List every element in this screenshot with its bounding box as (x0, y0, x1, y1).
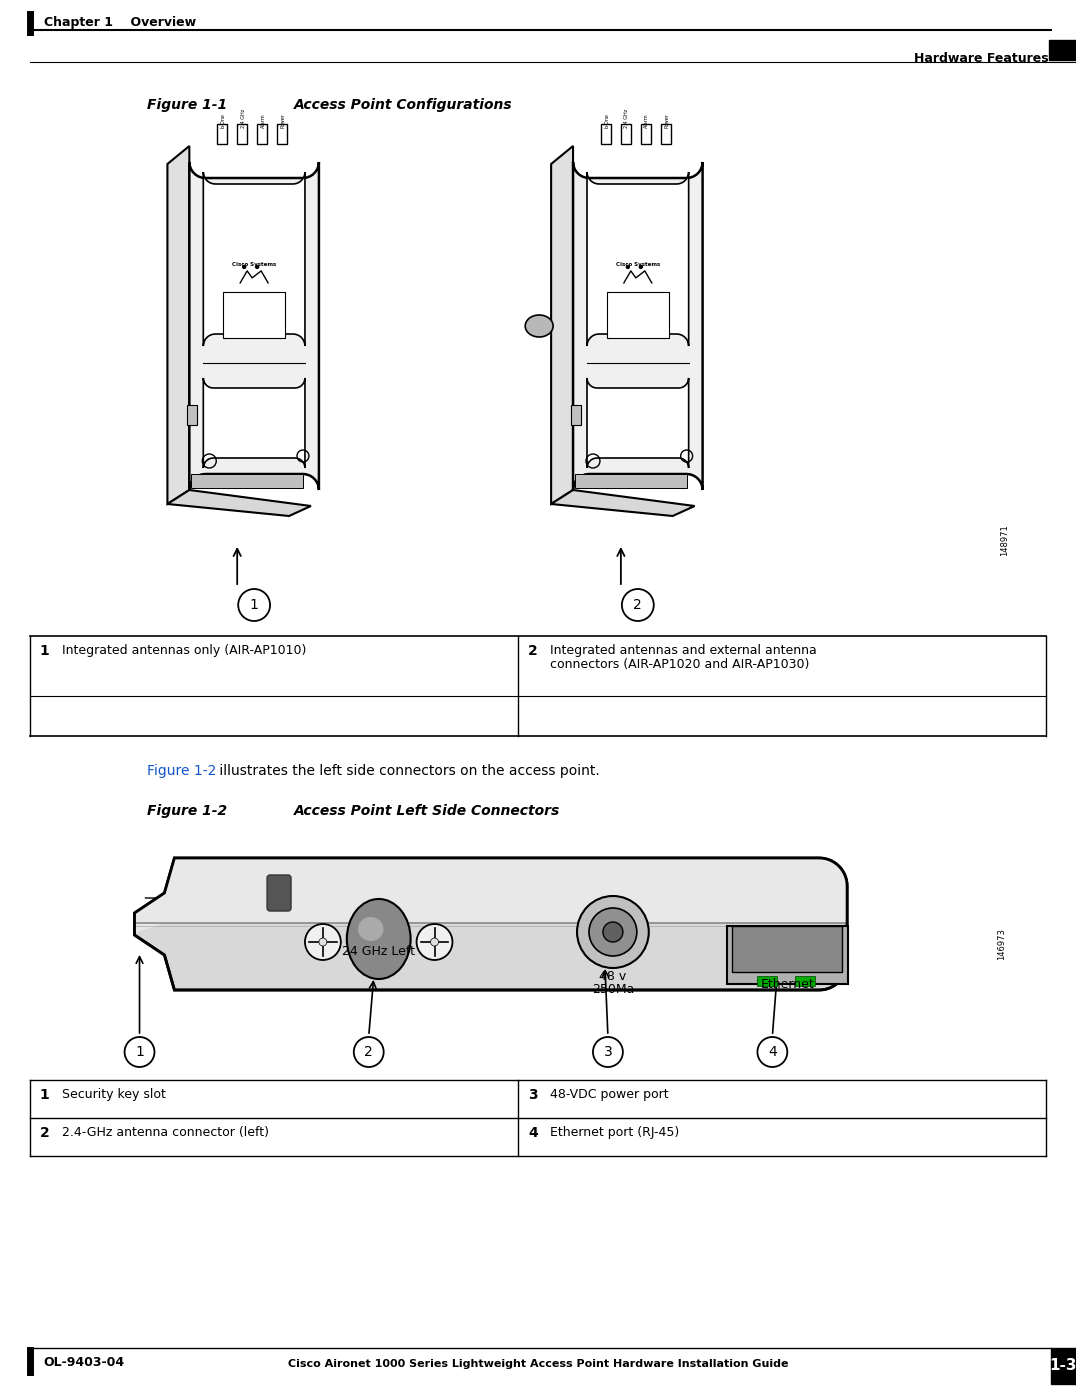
Ellipse shape (347, 900, 410, 979)
Circle shape (626, 265, 630, 268)
Bar (621, 124, 631, 144)
Text: 2.4 GHz: 2.4 GHz (624, 109, 630, 129)
Text: illustrates the left side connectors on the access point.: illustrates the left side connectors on … (215, 764, 600, 778)
Text: 146973: 146973 (997, 928, 1007, 960)
Text: 1: 1 (40, 644, 50, 658)
Ellipse shape (357, 916, 383, 942)
Text: b-One: b-One (220, 113, 226, 129)
Bar (278, 124, 287, 144)
Bar (732, 926, 842, 972)
Bar (607, 292, 669, 338)
Text: Figure 1-1: Figure 1-1 (148, 98, 228, 112)
Bar (238, 124, 247, 144)
Text: 1: 1 (135, 1045, 144, 1059)
Text: connectors (AIR-AP1020 and AIR-AP1030): connectors (AIR-AP1020 and AIR-AP1030) (550, 658, 810, 671)
Text: 2: 2 (528, 644, 538, 658)
Text: Access Point Configurations: Access Point Configurations (294, 98, 513, 112)
Bar (795, 977, 815, 986)
Circle shape (757, 1037, 787, 1067)
Polygon shape (573, 162, 703, 490)
Text: Chapter 1    Overview: Chapter 1 Overview (44, 15, 195, 29)
Circle shape (593, 1037, 623, 1067)
Text: 48 v: 48 v (599, 970, 626, 983)
Bar (640, 124, 651, 144)
Circle shape (431, 937, 438, 946)
Polygon shape (551, 490, 694, 515)
Bar (757, 977, 778, 986)
Text: Alarm: Alarm (260, 113, 266, 129)
Circle shape (589, 908, 637, 956)
Bar (727, 926, 848, 983)
Bar (1052, 1348, 1077, 1384)
Bar (217, 124, 227, 144)
Text: 1: 1 (40, 1088, 50, 1102)
Circle shape (243, 265, 245, 268)
Text: 1: 1 (249, 598, 258, 612)
Bar (600, 124, 611, 144)
Polygon shape (189, 162, 319, 490)
Text: Power: Power (281, 113, 285, 129)
Text: 2: 2 (634, 598, 643, 612)
Text: Cisco Aironet 1000 Series Lightweight Access Point Hardware Installation Guide: Cisco Aironet 1000 Series Lightweight Ac… (288, 1359, 788, 1369)
Circle shape (256, 265, 258, 268)
Circle shape (417, 923, 453, 960)
Text: 3: 3 (604, 1045, 612, 1059)
Polygon shape (135, 858, 847, 990)
Bar (257, 124, 267, 144)
Circle shape (239, 590, 270, 622)
Circle shape (354, 1037, 383, 1067)
Circle shape (577, 895, 649, 968)
Polygon shape (588, 172, 689, 346)
Text: 2: 2 (40, 1126, 50, 1140)
Bar (191, 474, 303, 488)
Circle shape (603, 922, 623, 942)
Bar (187, 405, 198, 425)
Text: Ethernet: Ethernet (760, 978, 814, 990)
Polygon shape (588, 379, 689, 468)
Text: 4: 4 (768, 1045, 777, 1059)
Circle shape (639, 265, 643, 268)
Text: 1-3: 1-3 (1050, 1358, 1077, 1372)
Text: Alarm: Alarm (645, 113, 649, 129)
FancyBboxPatch shape (267, 875, 291, 911)
Polygon shape (167, 147, 189, 504)
Bar (224, 292, 285, 338)
Text: Power: Power (664, 113, 670, 129)
Text: 148971: 148971 (1000, 524, 1009, 556)
Text: Figure 1-2: Figure 1-2 (148, 805, 228, 819)
Text: 24 GHz Left: 24 GHz Left (342, 944, 415, 958)
Text: Integrated antennas only (AIR-AP1010): Integrated antennas only (AIR-AP1010) (62, 644, 306, 657)
Polygon shape (135, 858, 847, 933)
Text: 2.4-GHz antenna connector (left): 2.4-GHz antenna connector (left) (62, 1126, 269, 1139)
Text: b-One: b-One (605, 113, 609, 129)
Text: Access Point Left Side Connectors: Access Point Left Side Connectors (294, 805, 561, 819)
Text: 48-VDC power port: 48-VDC power port (550, 1088, 669, 1101)
Text: Integrated antennas and external antenna: Integrated antennas and external antenna (550, 644, 816, 657)
Text: Cisco Systems: Cisco Systems (232, 263, 276, 267)
Bar (575, 474, 687, 488)
Circle shape (124, 1037, 154, 1067)
Circle shape (622, 590, 653, 622)
Text: OL-9403-04: OL-9403-04 (44, 1356, 125, 1369)
Text: Figure 1-2: Figure 1-2 (148, 764, 217, 778)
Text: Hardware Features: Hardware Features (914, 52, 1049, 66)
Polygon shape (167, 490, 311, 515)
Text: Ethernet port (RJ-45): Ethernet port (RJ-45) (550, 1126, 679, 1139)
Polygon shape (551, 147, 573, 504)
Ellipse shape (525, 314, 553, 337)
Polygon shape (203, 379, 305, 468)
Circle shape (319, 937, 327, 946)
Bar (1050, 41, 1077, 60)
Polygon shape (203, 172, 305, 346)
Text: 2.4 GHz: 2.4 GHz (241, 109, 245, 129)
Text: 250Ma: 250Ma (592, 983, 634, 996)
Text: Security key slot: Security key slot (62, 1088, 165, 1101)
Text: 3: 3 (528, 1088, 538, 1102)
Text: 2: 2 (364, 1045, 373, 1059)
Text: 4: 4 (528, 1126, 538, 1140)
Text: Cisco Systems: Cisco Systems (616, 263, 660, 267)
Bar (661, 124, 671, 144)
Circle shape (305, 923, 341, 960)
Bar (571, 405, 581, 425)
